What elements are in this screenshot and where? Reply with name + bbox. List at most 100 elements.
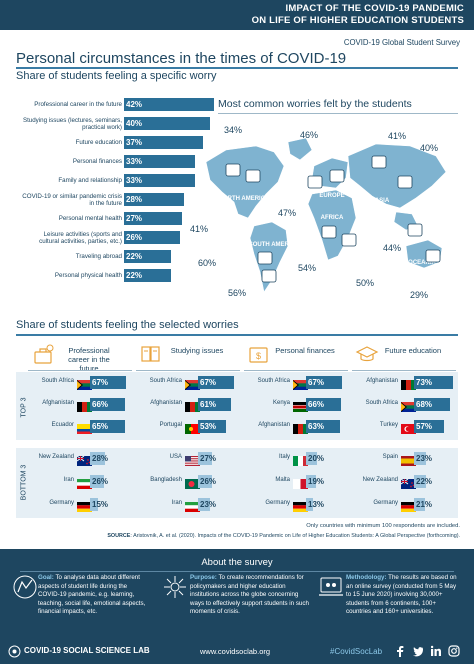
country-bar: [90, 475, 104, 488]
country-value: 61%: [200, 400, 217, 409]
linkedin-icon[interactable]: [430, 645, 442, 657]
svg-text:$: $: [256, 351, 261, 361]
country-flag-icon: [293, 421, 308, 434]
country-value: 66%: [92, 400, 109, 409]
region-icon-af-1: [321, 225, 337, 239]
country-value: 21%: [416, 500, 433, 509]
header-line-1: IMPACT OF THE COVID-19 PANDEMIC: [285, 3, 464, 14]
country-name: Kenya: [272, 400, 290, 406]
region-label-north-america: NORTH AMERICA: [219, 196, 270, 202]
worry-bar: [124, 174, 195, 187]
country-value: 67%: [200, 378, 217, 387]
country-name: Afghanistan: [42, 400, 74, 406]
country-value: 26%: [92, 477, 109, 486]
instagram-icon[interactable]: [448, 645, 460, 657]
country-value: 67%: [92, 378, 109, 387]
worry-row: Family and relationship 33%: [16, 172, 216, 189]
facebook-icon[interactable]: [394, 645, 406, 657]
worry-row: Personal physical health 22%: [16, 267, 216, 284]
region-label-oceania: OCEANIA: [408, 260, 436, 266]
country-value: 26%: [200, 477, 217, 486]
country-value: 28%: [92, 454, 109, 463]
country-row: Kenya 66%: [244, 398, 348, 412]
map-pct-2: 46%: [300, 130, 319, 140]
column-underline: [244, 370, 348, 371]
country-name: Germany: [49, 500, 74, 506]
goal-text: Goal: To analyse data about different as…: [38, 574, 150, 617]
country-bar: [414, 452, 427, 465]
country-flag-icon: [77, 377, 92, 390]
region-icon-eu-2: [329, 169, 345, 183]
column-header: Future education: [352, 342, 456, 372]
country-flag-icon: [76, 453, 92, 466]
worry-label: Traveling abroad: [75, 253, 122, 260]
map-pct-12: 29%: [410, 290, 429, 300]
worry-bar: [124, 136, 204, 149]
country-flag-icon: [185, 499, 200, 512]
region-label-south-america: SOUTH AMERICA: [249, 242, 300, 248]
footer-brand: COVID-19 SOCIAL SCIENCE LAB: [24, 646, 150, 655]
column-underline: [28, 370, 132, 371]
country-flag-icon: [77, 421, 92, 434]
country-flag-icon: [293, 377, 308, 390]
worry-label: Personal finances: [72, 158, 122, 165]
worry-bar: [124, 117, 210, 130]
country-flag-icon: [185, 453, 200, 466]
region-label-europe: EUROPE: [319, 193, 344, 199]
north-america-shape: [205, 145, 285, 219]
studying-icon: [141, 346, 160, 362]
region-icon-oc-2: [425, 249, 441, 263]
map-pct-11: 56%: [228, 288, 247, 298]
country-value: 27%: [200, 454, 217, 463]
country-name: Afghanistan: [150, 400, 182, 406]
country-bar: [90, 420, 125, 433]
worry-row: Future education 37%: [16, 134, 216, 151]
worry-value: 42%: [126, 100, 143, 109]
header-banner: IMPACT OF THE COVID-19 PANDEMIC ON LIFE …: [0, 0, 474, 30]
country-row: New Zealand 28%: [28, 452, 132, 466]
country-row: Malta 19%: [244, 475, 348, 489]
worry-value: 22%: [126, 252, 143, 261]
country-name: New Zealand: [362, 477, 398, 483]
career-icon: [34, 344, 54, 364]
column-label: Professional career in the future: [68, 346, 110, 373]
map-pct-6: 47%: [278, 208, 297, 218]
country-name: Ecuador: [51, 422, 74, 428]
twitter-icon[interactable]: [412, 645, 424, 657]
country-row: Afghanistan 73%: [352, 376, 456, 390]
country-bar: [198, 452, 213, 465]
column-label: Personal finances: [275, 346, 335, 355]
country-flag-icon: [293, 476, 308, 489]
country-bar: [414, 498, 426, 511]
section-2-title: Share of students feeling the selected w…: [16, 319, 239, 331]
worry-value: 33%: [126, 157, 143, 166]
country-bar: [306, 498, 313, 511]
map-pct-10: 50%: [356, 278, 375, 288]
about-title: About the survey: [201, 557, 273, 568]
worry-label: Personal physical health: [54, 272, 122, 279]
country-name: New Zealand: [38, 454, 74, 460]
country-value: 15%: [92, 500, 109, 509]
country-name: Iran: [63, 477, 74, 483]
country-flag-icon: [185, 421, 200, 434]
worry-row: Personal finances 33%: [16, 153, 216, 170]
footer-hashtag: #CovidSocLab: [330, 647, 383, 656]
worry-value: 26%: [126, 233, 143, 242]
purpose-label: Purpose:: [190, 574, 217, 581]
footer-url-link[interactable]: www.covidsoclab.org: [200, 647, 271, 656]
country-row: Afghanistan 61%: [136, 398, 240, 412]
map-pct-1: 34%: [224, 125, 243, 135]
country-bar: [414, 475, 426, 488]
country-name: Turkey: [379, 422, 398, 428]
country-flag-icon: [185, 399, 200, 412]
country-row: Afghanistan 66%: [28, 398, 132, 412]
country-row: Spain 23%: [352, 452, 456, 466]
header-line-2: ON LIFE OF HIGHER EDUCATION STUDENTS: [251, 15, 464, 26]
methodology-text: Methodology: The results are based on an…: [346, 574, 462, 617]
worry-bar: [124, 212, 182, 225]
country-row: South Africa 67%: [28, 376, 132, 390]
country-bar: [414, 398, 451, 411]
worry-label: Personal mental health: [58, 215, 122, 222]
country-row: USA 27%: [136, 452, 240, 466]
greenland-shape: [287, 137, 313, 161]
